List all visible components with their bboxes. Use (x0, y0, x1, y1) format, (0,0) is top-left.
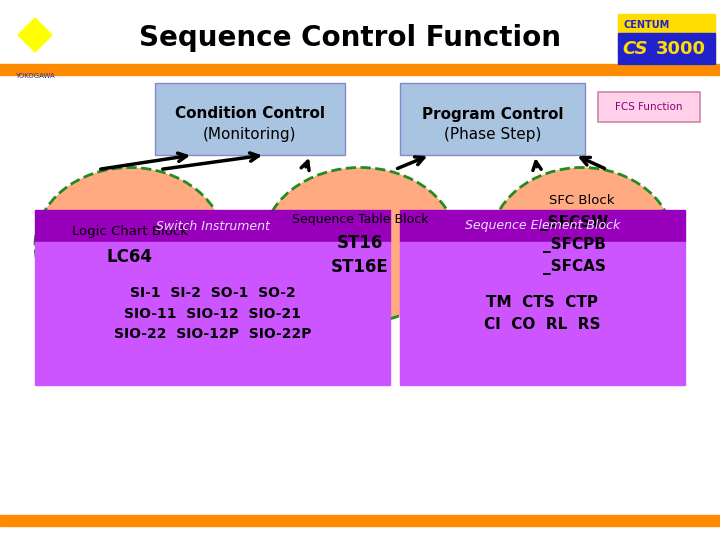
Bar (400, 242, 685, 385)
FancyBboxPatch shape (598, 92, 700, 122)
Text: FCS Function: FCS Function (616, 102, 683, 112)
Text: _SFCPB: _SFCPB (543, 237, 606, 253)
FancyBboxPatch shape (400, 83, 585, 155)
Text: ST16: ST16 (337, 234, 383, 252)
Text: Condition Control: Condition Control (175, 106, 325, 122)
Bar (0, 64, 720, 75)
Text: CS: CS (623, 39, 648, 57)
Ellipse shape (490, 167, 675, 322)
Bar (618, 14, 715, 64)
Text: (Monitoring): (Monitoring) (203, 127, 297, 143)
Text: Sequence Control Function: Sequence Control Function (139, 24, 561, 52)
Text: LC64: LC64 (107, 248, 153, 266)
Bar (35, 242, 390, 385)
Text: Sequence Table Block: Sequence Table Block (292, 213, 428, 226)
Text: YOKOGAWA: YOKOGAWA (15, 73, 55, 79)
Text: CENTUM: CENTUM (623, 20, 670, 30)
Text: TM  CTS  CTP
CI  CO  RL  RS: TM CTS CTP CI CO RL RS (485, 295, 600, 332)
Text: SI-1  SI-2  SO-1  SO-2
SIO-11  SIO-12  SIO-21
SIO-22  SIO-12P  SIO-22P: SI-1 SI-2 SO-1 SO-2 SIO-11 SIO-12 SIO-21… (114, 286, 311, 341)
Ellipse shape (35, 167, 225, 322)
Bar (0, 515, 720, 526)
Text: Logic Chart Block: Logic Chart Block (72, 225, 188, 238)
Bar (35, 210, 390, 242)
Text: SFC Block: SFC Block (549, 193, 615, 206)
Text: _SFCAS: _SFCAS (543, 259, 606, 275)
Ellipse shape (263, 167, 457, 322)
Polygon shape (18, 18, 52, 52)
Bar (618, 33, 715, 64)
Text: 3000: 3000 (656, 39, 706, 57)
FancyBboxPatch shape (155, 83, 345, 155)
Text: (Phase Step): (Phase Step) (444, 127, 541, 143)
Text: Switch Instrument: Switch Instrument (156, 219, 269, 233)
Text: Program Control: Program Control (422, 106, 563, 122)
Text: ST16E: ST16E (331, 258, 389, 276)
Text: Sequence Element Block: Sequence Element Block (465, 219, 620, 233)
Bar (400, 210, 685, 242)
Text: _SFCSW: _SFCSW (540, 215, 608, 231)
